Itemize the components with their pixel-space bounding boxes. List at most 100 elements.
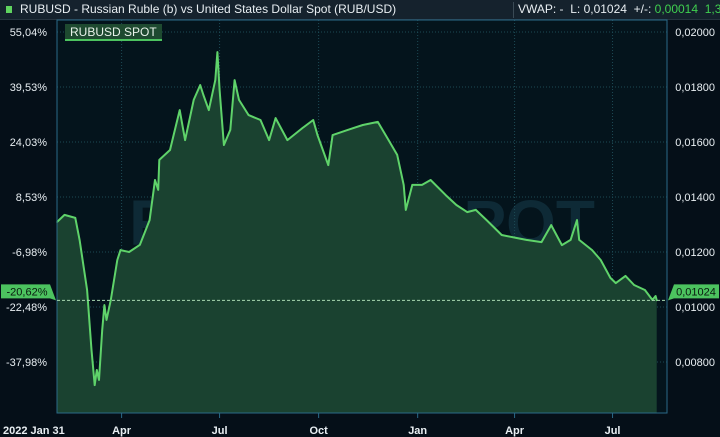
x-tick-label: Apr [112, 425, 132, 437]
data-point [214, 79, 217, 81]
data-point [485, 219, 488, 221]
data-point [184, 139, 186, 141]
data-point [101, 329, 104, 331]
data-point [216, 51, 219, 53]
data-point [429, 179, 432, 181]
data-point [331, 134, 334, 136]
data-point [475, 209, 477, 211]
data-point [128, 251, 130, 253]
data-point [327, 164, 330, 166]
y-right-tick-label: 0,00800 [675, 357, 715, 369]
data-point [86, 289, 88, 291]
data-point [247, 114, 250, 116]
data-point [455, 204, 458, 206]
quote-stats: VWAP: - L: 0,01024 +/-: 0,00014 1,39% [518, 0, 720, 19]
data-point [148, 219, 151, 221]
data-point [158, 159, 161, 161]
data-point [238, 99, 240, 101]
data-point [78, 239, 81, 241]
data-point [644, 289, 646, 291]
x-tick-label: Apr [505, 425, 525, 437]
y-left-tick-label: 39,53% [10, 82, 48, 94]
data-point [229, 129, 232, 131]
data-point [576, 219, 578, 221]
series-legend-label[interactable]: RUBUSD SPOT [65, 24, 162, 41]
data-point [274, 117, 277, 119]
data-point [157, 189, 160, 191]
last-price: L: 0,01024 [570, 2, 627, 16]
data-point [466, 211, 469, 213]
data-point [286, 139, 289, 141]
data-point [119, 249, 122, 251]
data-point [591, 249, 593, 251]
data-point [316, 134, 319, 136]
data-point [116, 259, 119, 261]
data-point [377, 121, 379, 123]
data-point [98, 379, 100, 381]
vwap: VWAP: - [518, 2, 564, 16]
last-price-label: 0,01024 [676, 286, 716, 298]
data-point [268, 139, 270, 141]
change-percent: 1,39% [704, 2, 720, 16]
last-price-marker [668, 284, 719, 301]
y-right-tick-label: 0,01600 [675, 137, 715, 149]
data-point [218, 89, 221, 91]
data-point [312, 119, 315, 121]
data-point [90, 349, 93, 351]
x-tick-label: Jul [605, 425, 621, 437]
data-point [405, 209, 407, 211]
chart-header: RUBUSD - Russian Ruble (b) vs United Sta… [0, 0, 720, 20]
data-point [361, 124, 364, 126]
last-pct-marker [1, 284, 56, 301]
data-point [74, 217, 77, 219]
data-point [233, 79, 236, 81]
data-point [202, 94, 205, 96]
data-point [93, 384, 96, 386]
data-point [550, 224, 552, 226]
change-label: +/-: [633, 2, 652, 16]
data-point [599, 259, 602, 261]
y-left-tick-label: 55,04% [10, 27, 48, 39]
data-point [154, 179, 156, 181]
data-point [223, 144, 225, 146]
y-left-tick-label: 24,03% [10, 137, 48, 149]
y-left-tick-label: -22,48% [6, 302, 47, 314]
x-tick-label: 2022 Jan 31 [3, 425, 65, 437]
data-point [421, 184, 423, 186]
data-point [500, 234, 503, 236]
data-point [110, 299, 112, 301]
y-right-tick-label: 0,01400 [675, 192, 715, 204]
data-point [259, 119, 262, 121]
data-point [569, 239, 572, 241]
data-point [525, 239, 528, 241]
y-left-tick-label: -37,98% [6, 357, 47, 369]
data-point [169, 149, 171, 151]
data-point [561, 244, 563, 246]
data-point [96, 369, 98, 371]
data-point [208, 109, 210, 111]
last-pct-label: -20,62% [7, 286, 48, 298]
y-right-tick-label: 0,01800 [675, 82, 715, 94]
data-point [624, 275, 627, 277]
y-left-tick-label: -6,98% [12, 247, 47, 259]
y-left-tick-label: 8,53% [16, 192, 47, 204]
data-point [396, 154, 399, 156]
data-point [609, 277, 612, 279]
y-right-tick-label: 0,01200 [675, 247, 715, 259]
data-point [402, 184, 405, 186]
divider [513, 2, 514, 18]
data-point [411, 184, 414, 186]
data-point [578, 239, 580, 241]
data-point [387, 139, 390, 141]
x-tick-label: Jan [408, 425, 427, 437]
y-right-tick-label: 0,01000 [675, 302, 715, 314]
data-point [654, 295, 657, 297]
data-point [614, 282, 617, 284]
data-point [444, 194, 447, 196]
data-point [63, 214, 66, 216]
data-point [178, 109, 181, 111]
data-point [139, 244, 141, 246]
x-tick-label: Jul [212, 425, 228, 437]
data-point [192, 99, 195, 101]
